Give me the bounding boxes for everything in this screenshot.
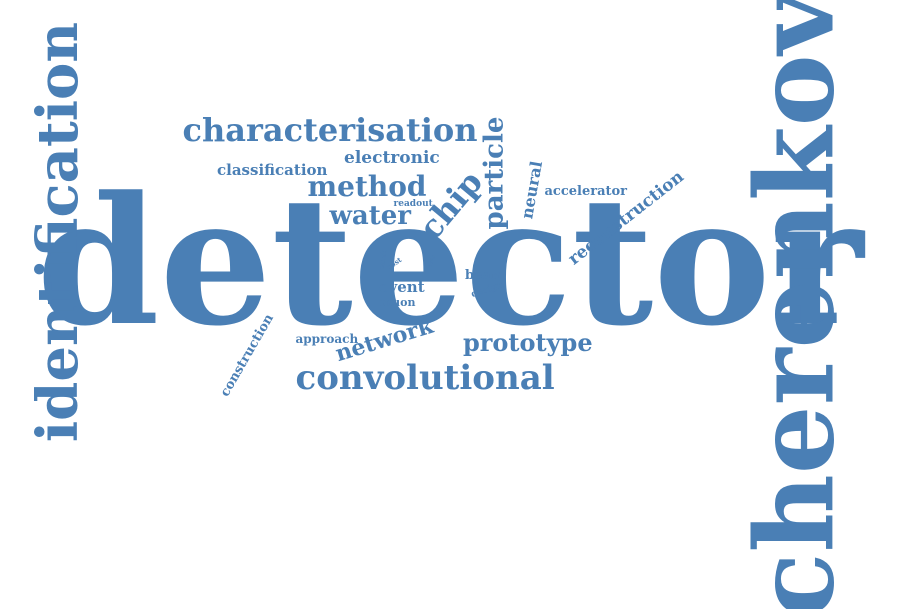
word-identification: identification [25,21,92,443]
word-accelerator: accelerator [544,183,628,199]
word-characterisation: characterisation [182,111,478,149]
word-prototype: prototype [463,328,593,357]
word-method: method [307,170,427,203]
word-detector: detector [36,158,864,365]
word-event: event [379,277,425,296]
word-electronic: electronic [344,147,440,168]
word-muon: muon [380,295,416,309]
word-particle: particle [478,116,509,230]
word-cherenkov: cherenkov [731,0,858,609]
word-readout: readout [393,198,433,209]
word-convolutional: convolutional [295,358,555,398]
word-beam: beam [465,267,505,283]
word-water: water [329,201,411,231]
word-approach: approach [295,332,359,346]
word-classification: classification [217,160,328,179]
